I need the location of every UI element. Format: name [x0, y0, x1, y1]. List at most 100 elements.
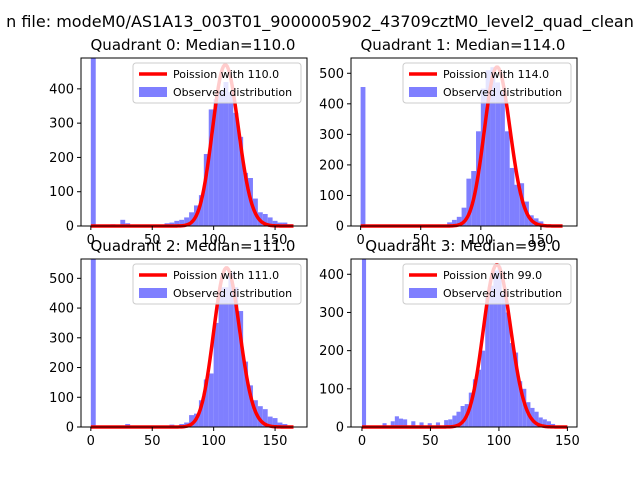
quadrant-0-title: Quadrant 0: Median=110.0	[91, 36, 296, 54]
x-tick-label: 0	[87, 233, 95, 248]
hist-bar	[493, 270, 498, 427]
hist-bar	[267, 416, 273, 427]
y-tick-label: 400	[319, 97, 344, 112]
hist-bar	[509, 167, 515, 226]
hist-bar	[444, 420, 449, 427]
hist-bar	[262, 409, 268, 427]
x-tick-label: 150	[263, 434, 288, 449]
hist-bar	[198, 400, 204, 427]
hist-bar	[223, 82, 229, 226]
y-tick-label: 400	[319, 268, 344, 283]
y-tick-label: 0	[66, 220, 74, 235]
hist-bar	[403, 419, 408, 427]
hist-bar	[267, 217, 273, 226]
y-tick-label: 300	[49, 117, 74, 132]
hist-bar	[233, 287, 239, 427]
x-tick-label: 50	[422, 434, 439, 449]
hist-bar	[485, 297, 490, 427]
y-tick-label: 100	[319, 189, 344, 204]
hist-bar	[427, 423, 432, 427]
hist-bar	[394, 416, 399, 427]
legend-patch-swatch	[139, 288, 167, 298]
hist-bar	[174, 220, 180, 226]
hist-bar	[538, 417, 543, 427]
hist-bar	[485, 70, 491, 226]
legend-box	[402, 62, 572, 104]
subplot-quadrant-1: 0 50 100 150 0 100 200 300 400 500 Poission with 1…	[319, 36, 578, 248]
hist-bar	[546, 421, 551, 427]
legend: Poission with 111.0 Observed distribution	[132, 263, 302, 305]
hist-bar	[490, 67, 496, 226]
hist-bar	[198, 195, 204, 226]
hist-bar	[223, 287, 229, 427]
x-tick-label: 150	[263, 233, 288, 248]
legend-patch-swatch	[409, 87, 437, 97]
hist-bar	[500, 91, 505, 226]
hist-bar	[248, 385, 253, 427]
hist-bar	[228, 92, 234, 227]
x-tick-label: 50	[144, 233, 161, 248]
legend-box	[132, 263, 302, 305]
axes-frame	[80, 57, 308, 227]
hist-bar	[514, 184, 520, 226]
y-tick-label: 100	[49, 185, 74, 200]
hist-bar	[184, 217, 190, 226]
quadrant-1-title: Quadrant 1: Median=114.0	[361, 36, 566, 54]
y-tick-label: 0	[66, 421, 74, 436]
hist-bar	[513, 352, 519, 427]
hist-bar	[120, 219, 126, 226]
hist-bar	[519, 183, 525, 226]
hist-bar	[481, 350, 486, 427]
hist-bar	[189, 415, 194, 427]
y-tick-label: 200	[319, 344, 344, 359]
hist-bar	[452, 415, 457, 427]
x-tick-label: 150	[529, 233, 554, 248]
axes-frame	[350, 57, 578, 227]
hist-bar	[272, 220, 278, 226]
legend: Poission with 110.0 Observed distribution	[132, 62, 302, 104]
y-tick-label: 0	[336, 421, 344, 436]
hist-bar	[456, 216, 462, 226]
hist-bar	[203, 154, 209, 226]
legend-patch-swatch	[409, 288, 437, 298]
y-tick-label: 400	[49, 82, 74, 97]
hist-bar	[447, 222, 452, 226]
hist-bar	[208, 109, 214, 226]
y-tick-label: 300	[49, 331, 74, 346]
hist-bar	[277, 422, 283, 427]
legend-box	[132, 62, 302, 104]
hist-bar	[238, 136, 244, 226]
hist-bar	[243, 172, 249, 226]
y-tick-label: 100	[49, 391, 74, 406]
legend: Poission with 99.0 Observed distribution	[402, 263, 572, 305]
legend-label-poisson: Poission with 114.0	[443, 68, 549, 81]
hist-bar	[477, 369, 482, 427]
y-tick-label: 400	[49, 302, 74, 317]
hist-bar	[480, 88, 486, 226]
hist-bar	[257, 406, 263, 427]
hist-bar	[208, 373, 214, 427]
legend-box	[402, 263, 572, 305]
x-tick-label: 50	[412, 233, 429, 248]
x-tick-label: 0	[356, 233, 364, 248]
hist-bar	[534, 411, 539, 427]
hist-bar	[228, 272, 234, 427]
y-tick-label: 200	[49, 151, 74, 166]
hist-bar	[390, 421, 395, 427]
y-tick-label: 300	[319, 128, 344, 143]
hist-bar	[218, 90, 224, 226]
hist-bar	[495, 82, 501, 226]
hist-bar	[456, 411, 461, 427]
x-tick-label: 0	[358, 434, 366, 449]
quadrant-2-title: Quadrant 2: Median=111.0	[91, 237, 296, 255]
hist-bar	[451, 219, 457, 226]
y-tick-label: 500	[319, 67, 344, 82]
hist-bar	[233, 112, 239, 226]
legend-patch-swatch	[139, 87, 167, 97]
x-tick-label: 100	[468, 233, 493, 248]
hist-bar	[435, 422, 441, 427]
hist-bar	[90, 259, 96, 427]
hist-bar	[243, 361, 249, 427]
legend-label-poisson: Poission with 111.0	[173, 269, 279, 282]
